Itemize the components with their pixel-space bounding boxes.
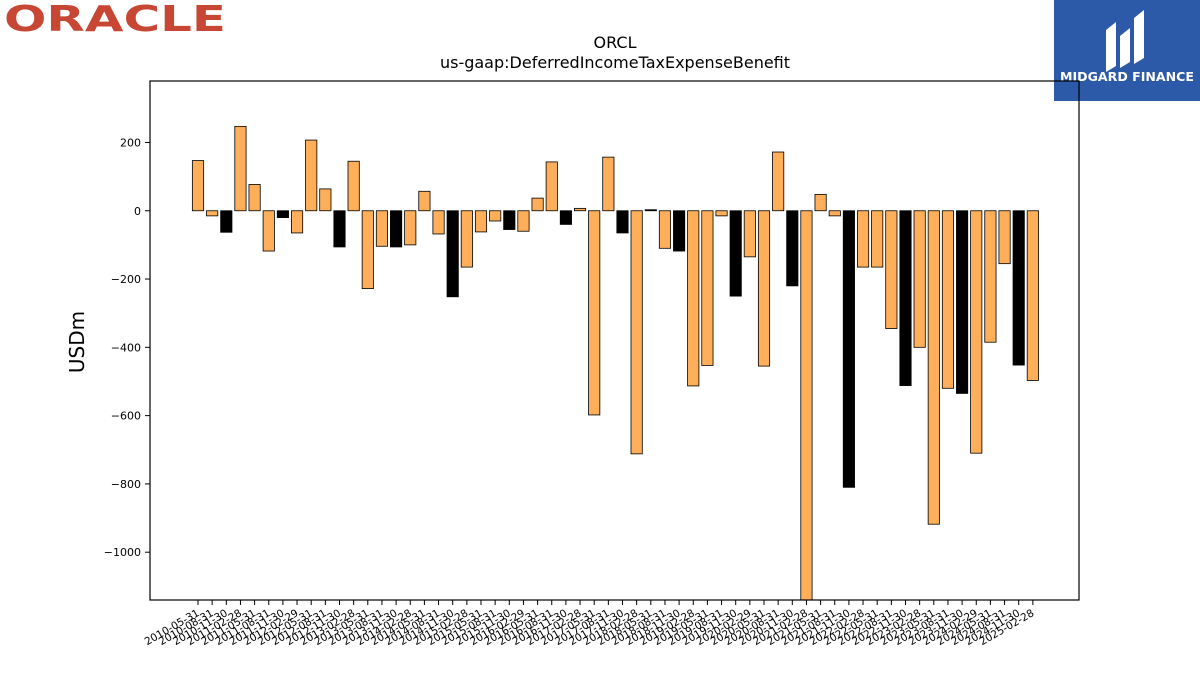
bar-2022-08-31 xyxy=(885,210,898,329)
oracle-logo-text: ORACLE xyxy=(4,2,226,36)
bar-2023-02-28 xyxy=(913,210,926,348)
bar-2021-05-31 xyxy=(814,193,827,212)
bar-2013-08-31 xyxy=(375,210,388,247)
bar-2022-05-31 xyxy=(871,210,884,268)
bar-2020-05-31 xyxy=(757,210,771,367)
bar-2010-11-30 xyxy=(220,210,233,233)
bar-2018-08-31 xyxy=(658,210,671,249)
bar-2012-02-29 xyxy=(290,210,304,234)
bar-2015-11-30 xyxy=(503,210,516,230)
y-tick-label: −400 xyxy=(111,341,141,354)
bar-2023-11-30 xyxy=(956,210,969,394)
bar-2017-02-28 xyxy=(574,207,587,212)
bar-2020-08-31 xyxy=(772,151,785,212)
bar-2020-11-30 xyxy=(786,210,799,287)
bar-2015-02-28 xyxy=(460,210,473,268)
y-ticks-group: 200 0 −200 −400 −600 −800 −1000 xyxy=(104,136,150,559)
bar-2010-05-31 xyxy=(191,160,205,212)
midgard-m-icon xyxy=(1106,10,1144,72)
bar-2011-02-28 xyxy=(234,126,247,212)
bar-2024-02-29 xyxy=(970,210,983,454)
bar-2014-08-31 xyxy=(432,210,445,235)
bar-2018-11-30 xyxy=(673,210,686,252)
bar-2010-08-31 xyxy=(206,210,219,217)
y-tick-label: −600 xyxy=(111,410,141,423)
y-tick-label: −200 xyxy=(111,273,141,286)
bar-2014-02-28 xyxy=(404,210,417,246)
bar-2022-11-30 xyxy=(899,210,912,386)
bar-2024-08-31 xyxy=(998,210,1011,265)
bar-2024-11-30 xyxy=(1012,210,1025,366)
bar-2020-02-29 xyxy=(743,210,756,258)
bar-2021-11-30 xyxy=(842,210,855,488)
bar-2025-02-28 xyxy=(1026,210,1039,381)
y-tick-label: 0 xyxy=(134,205,141,218)
bars-group xyxy=(191,126,1039,601)
plot-frame xyxy=(149,80,1080,601)
chart-title: ORCL xyxy=(594,33,637,52)
bar-2023-08-31 xyxy=(941,210,954,389)
y-tick-label: 200 xyxy=(120,136,141,149)
bar-2012-11-30 xyxy=(333,210,346,248)
bar-2016-05-31 xyxy=(531,197,544,212)
bar-2021-08-31 xyxy=(828,210,841,217)
bar-2016-02-29 xyxy=(517,210,530,232)
bar-2016-08-31 xyxy=(545,161,558,212)
bar-2019-08-31 xyxy=(715,210,728,217)
bar-2011-05-31 xyxy=(248,184,261,212)
bar-2019-11-30 xyxy=(729,210,742,297)
bar-2017-11-30 xyxy=(616,210,629,234)
bar-2014-05-31 xyxy=(418,190,431,212)
bar-2012-08-31 xyxy=(319,188,332,212)
y-tick-label: −1000 xyxy=(104,546,141,559)
bar-2011-08-31 xyxy=(262,210,275,252)
x-ticks-group: 2010-05-312010-08-312010-11-302011-02-28… xyxy=(143,600,1036,648)
bar-2021-02-28 xyxy=(800,210,813,601)
oracle-logo: ORACLE xyxy=(4,2,226,36)
bar-2017-05-31 xyxy=(588,210,601,416)
bar-2014-11-30 xyxy=(446,210,459,298)
bar-2013-11-30 xyxy=(390,210,403,248)
chart-subtitle: us-gaap:DeferredIncomeTaxExpenseBenefit xyxy=(440,53,790,72)
bar-2018-05-31 xyxy=(644,209,657,212)
midgard-logo-text: MIDGARD FINANCE xyxy=(1060,69,1194,84)
bar-2011-11-30 xyxy=(276,210,289,218)
bar-2019-02-28 xyxy=(687,210,700,387)
bar-2019-05-31 xyxy=(701,210,714,366)
bar-2016-11-30 xyxy=(559,210,572,225)
bar-2022-02-28 xyxy=(857,210,870,268)
bar-2015-08-31 xyxy=(489,210,502,222)
bar-2017-08-31 xyxy=(602,156,615,212)
bar-2018-02-28 xyxy=(630,210,643,455)
bar-2013-02-28 xyxy=(347,160,360,212)
bar-2023-05-31 xyxy=(927,210,940,525)
bar-2015-05-31 xyxy=(474,210,488,233)
bar-2024-05-31 xyxy=(984,210,997,343)
y-axis-label: USDm xyxy=(65,311,89,373)
bar-2012-05-31 xyxy=(305,139,318,212)
bar-2013-05-31 xyxy=(361,210,374,289)
midgard-finance-logo: MIDGARD FINANCE xyxy=(1054,0,1200,101)
y-tick-label: −800 xyxy=(111,478,141,491)
